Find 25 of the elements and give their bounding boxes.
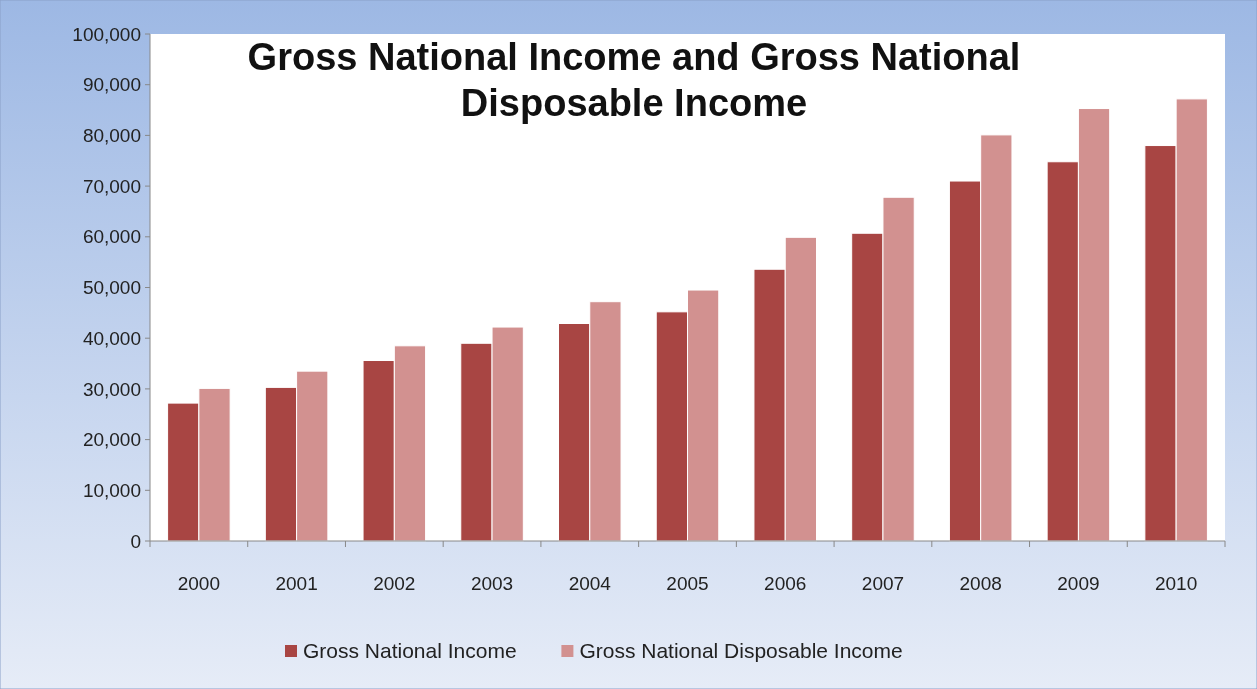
x-tick-label: 2000 bbox=[177, 573, 220, 594]
x-tick-label: 2007 bbox=[861, 573, 905, 594]
y-tick-label: 40,000 bbox=[82, 327, 141, 349]
x-tick-label: 2006 bbox=[764, 573, 807, 594]
y-tick-label: 80,000 bbox=[82, 125, 141, 147]
legend-label: Gross National Income bbox=[303, 639, 517, 662]
x-tick-label: 2001 bbox=[275, 573, 318, 594]
x-tick-label: 2010 bbox=[1155, 573, 1198, 594]
y-tick-label: 90,000 bbox=[82, 74, 141, 96]
x-tick-label: 2008 bbox=[959, 573, 1002, 594]
legend-label: Gross National Disposable Income bbox=[579, 639, 903, 662]
y-tick-label: 70,000 bbox=[82, 175, 141, 197]
x-tick-label: 2005 bbox=[666, 573, 709, 594]
x-tick-label: 2004 bbox=[568, 573, 612, 594]
text: Gross National Income and Gross National Disposable Income bbox=[247, 36, 1021, 124]
y-tick-label: 30,000 bbox=[82, 378, 141, 400]
y-tick-label: 100,000 bbox=[72, 23, 141, 45]
x-tick-label: 2003 bbox=[470, 573, 514, 594]
x-tick-label: 2002 bbox=[373, 573, 416, 594]
x-tick-label: 2009 bbox=[1057, 573, 1100, 594]
y-tick-label: 10,000 bbox=[82, 479, 141, 501]
y-tick-label: 20,000 bbox=[82, 429, 141, 451]
y-tick-label: 0 bbox=[130, 530, 141, 552]
y-tick-label: 60,000 bbox=[82, 226, 141, 248]
y-tick-label: 50,000 bbox=[82, 277, 141, 299]
